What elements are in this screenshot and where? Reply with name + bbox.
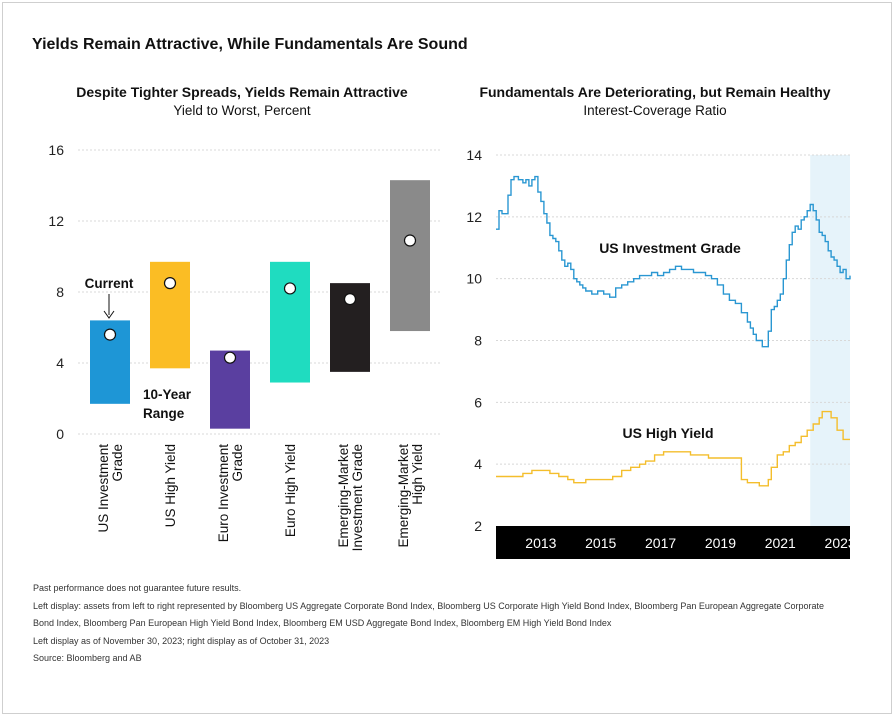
x-category-label: US High Yield [163, 444, 178, 527]
y-tick-label: 12 [466, 209, 482, 225]
x-tick-label: 2021 [765, 535, 796, 551]
current-marker [163, 277, 177, 290]
y-tick-label: 8 [474, 333, 482, 349]
footnote-left-display: Left display: assets from left to right … [33, 600, 824, 611]
x-category-label: US Investment [96, 444, 111, 533]
current-marker [103, 328, 117, 341]
range-bar [270, 261, 310, 383]
y-tick-label: 16 [48, 142, 64, 158]
x-category-label: Grade [110, 444, 125, 482]
right-chart-subtitle: Interest-Coverage Ratio [583, 103, 727, 118]
y-tick-label: 6 [474, 394, 482, 410]
left-chart-subtitle: Yield to Worst, Percent [173, 103, 311, 118]
range-bar [390, 180, 430, 332]
right-chart-title: Fundamentals Are Deteriorating, but Rema… [479, 84, 831, 100]
x-axis-band [496, 526, 850, 559]
footnote-left-display-cont: Bond Index, Bloomberg Pan European High … [33, 618, 612, 628]
us-investment-grade-line [496, 175, 851, 348]
y-tick-label: 0 [56, 426, 64, 442]
range-annotation-line1: 10-Year [143, 387, 192, 402]
page-title: Yields Remain Attractive, While Fundamen… [32, 36, 468, 53]
x-category-label: Euro Investment [216, 444, 231, 543]
footnote-disclaimer: Past performance does not guarantee futu… [33, 583, 242, 593]
y-tick-label: 10 [466, 271, 482, 287]
x-tick-label: 2013 [525, 535, 556, 551]
current-annotation: Current [85, 276, 134, 291]
footnote-dates: Left display as of November 30, 2023; ri… [33, 635, 330, 646]
series-label-investment-grade: US Investment Grade [599, 240, 741, 256]
y-tick-label: 14 [466, 147, 482, 163]
range-annotation-line2: Range [143, 406, 185, 421]
y-tick-label: 8 [56, 284, 64, 300]
current-arrow-head [103, 310, 115, 319]
x-tick-label: 2015 [585, 535, 616, 551]
x-tick-label: 2019 [705, 535, 736, 551]
x-tick-label: 2023 [825, 535, 856, 551]
x-category-label: Emerging-Market [336, 444, 351, 548]
footnotes: Past performance does not guarantee futu… [33, 580, 873, 668]
x-category-label: Euro High Yield [283, 444, 298, 537]
y-tick-label: 12 [48, 213, 64, 229]
left-chart-title: Despite Tighter Spreads, Yields Remain A… [76, 84, 408, 100]
series-label-high-yield: US High Yield [622, 425, 713, 441]
y-tick-label: 4 [56, 355, 64, 371]
y-tick-label: 2 [474, 518, 482, 534]
x-tick-label: 2017 [645, 535, 676, 551]
x-category-label: Emerging-Market [396, 444, 411, 548]
current-marker [403, 234, 417, 247]
x-category-label: Grade [230, 444, 245, 482]
y-tick-label: 4 [474, 456, 482, 472]
us-high-yield-line [496, 410, 850, 487]
x-category-label: High Yield [410, 444, 425, 505]
current-marker [283, 282, 297, 295]
footnote-source: Source: Bloomberg and AB [33, 653, 142, 663]
current-marker [343, 293, 357, 306]
x-category-label: Investment Grade [350, 444, 365, 551]
current-marker [223, 351, 237, 364]
